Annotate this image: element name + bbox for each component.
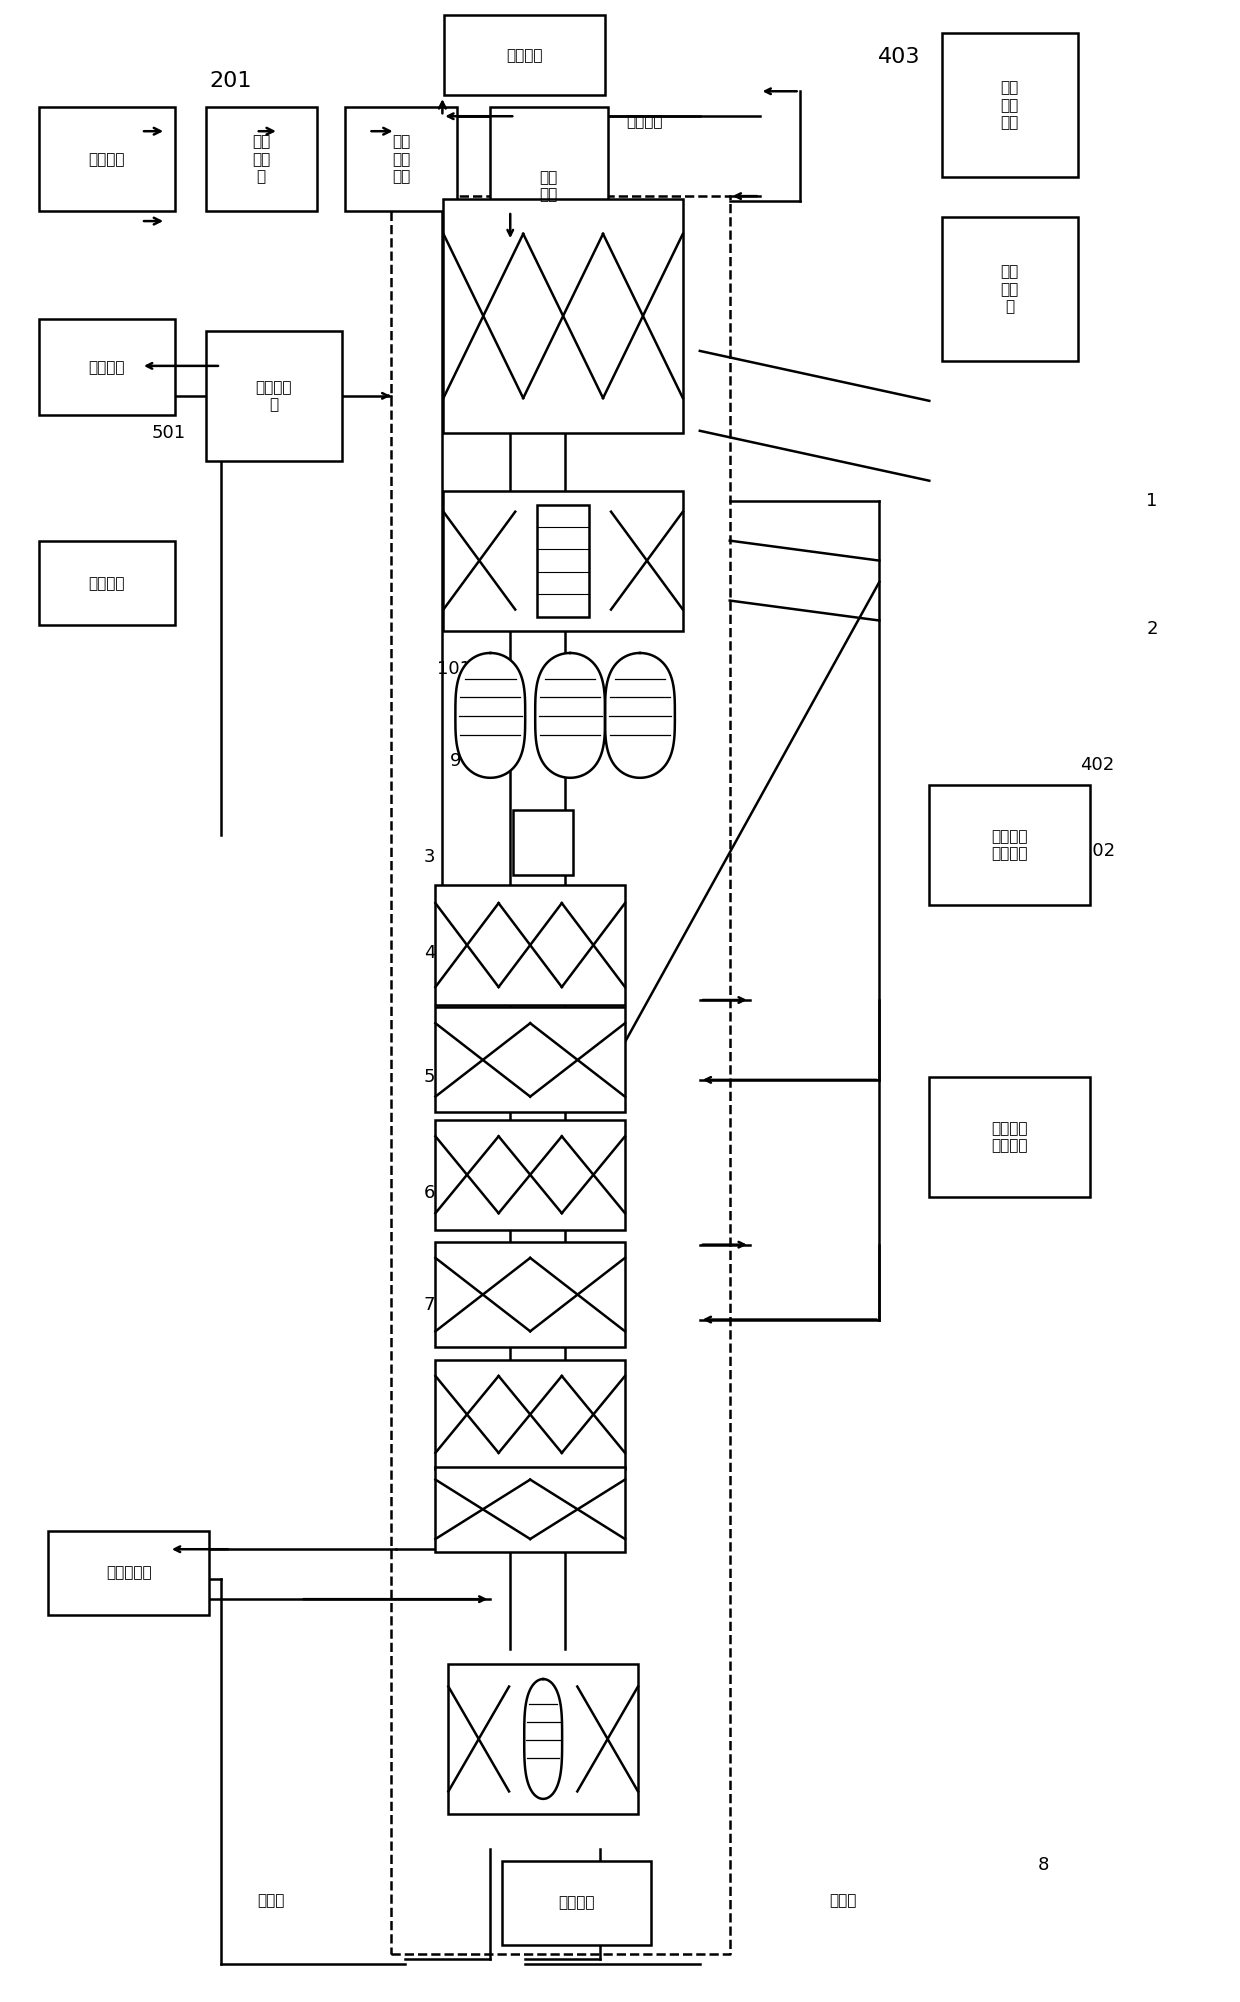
Text: 气态氢: 气态氢 bbox=[830, 1894, 857, 1908]
Text: 氮预冷装
置: 氮预冷装 置 bbox=[255, 380, 291, 412]
Text: 液氮储罐: 液氮储罐 bbox=[88, 577, 125, 591]
Text: 501: 501 bbox=[151, 424, 186, 442]
Bar bbox=[537, 505, 589, 617]
Text: 201: 201 bbox=[210, 72, 252, 92]
Bar bbox=[38, 108, 175, 212]
Bar bbox=[435, 1241, 625, 1347]
Bar bbox=[444, 490, 683, 631]
Bar bbox=[435, 1467, 625, 1552]
Text: 102: 102 bbox=[1080, 843, 1115, 861]
Bar bbox=[38, 541, 175, 625]
Text: 1: 1 bbox=[1146, 492, 1158, 511]
Bar bbox=[929, 785, 1090, 905]
Text: 抽样分析: 抽样分析 bbox=[506, 48, 543, 62]
Bar bbox=[941, 34, 1078, 178]
Text: 101: 101 bbox=[438, 661, 471, 679]
Bar bbox=[435, 1007, 625, 1113]
Bar bbox=[206, 108, 317, 212]
Text: 7: 7 bbox=[424, 1295, 435, 1313]
Text: 第三透平
膨胀机组: 第三透平 膨胀机组 bbox=[992, 1121, 1028, 1153]
Text: 8: 8 bbox=[1038, 1856, 1049, 1874]
Bar bbox=[38, 318, 175, 414]
Bar bbox=[48, 1532, 210, 1616]
Text: 节流膨胀阀: 节流膨胀阀 bbox=[105, 1566, 151, 1580]
Bar bbox=[345, 108, 456, 212]
Bar bbox=[206, 330, 342, 460]
Bar bbox=[435, 885, 625, 1005]
Bar bbox=[444, 198, 683, 432]
Text: 第一
压缩
机组: 第一 压缩 机组 bbox=[392, 134, 410, 184]
Bar bbox=[449, 1664, 637, 1814]
Text: 9: 9 bbox=[450, 753, 461, 771]
Text: 原料氮气: 原料氮气 bbox=[88, 360, 125, 374]
Text: 2: 2 bbox=[1146, 621, 1158, 639]
Polygon shape bbox=[455, 653, 526, 779]
Text: 气态氢: 气态氢 bbox=[258, 1894, 285, 1908]
Bar bbox=[502, 1860, 651, 1944]
Bar bbox=[513, 809, 573, 875]
Polygon shape bbox=[536, 653, 605, 779]
Bar bbox=[391, 196, 730, 1954]
Bar bbox=[929, 1077, 1090, 1197]
Polygon shape bbox=[605, 653, 675, 779]
Bar bbox=[435, 1359, 625, 1469]
Text: 403: 403 bbox=[878, 48, 921, 68]
Text: 4: 4 bbox=[424, 945, 435, 963]
Text: 净化
装置: 净化 装置 bbox=[539, 170, 558, 202]
Text: 循环氢气: 循环氢气 bbox=[626, 114, 663, 128]
Text: 402: 402 bbox=[1080, 757, 1115, 775]
Bar bbox=[435, 1119, 625, 1229]
Text: 5: 5 bbox=[424, 1067, 435, 1085]
Bar bbox=[444, 16, 605, 96]
Text: 第一
截止
阀: 第一 截止 阀 bbox=[252, 134, 270, 184]
Text: 第二透平
膨胀机组: 第二透平 膨胀机组 bbox=[992, 829, 1028, 861]
Text: 第二
压缩
机组: 第二 压缩 机组 bbox=[1001, 80, 1019, 130]
Text: 原料氢气: 原料氢气 bbox=[88, 152, 125, 166]
Text: 6: 6 bbox=[424, 1183, 435, 1201]
Bar bbox=[490, 108, 608, 266]
Text: 液氢储罐: 液氢储罐 bbox=[558, 1896, 595, 1910]
Polygon shape bbox=[525, 1680, 562, 1800]
Text: 第二
截止
阀: 第二 截止 阀 bbox=[1001, 264, 1019, 314]
Bar bbox=[941, 218, 1078, 360]
Text: 3: 3 bbox=[424, 849, 435, 867]
